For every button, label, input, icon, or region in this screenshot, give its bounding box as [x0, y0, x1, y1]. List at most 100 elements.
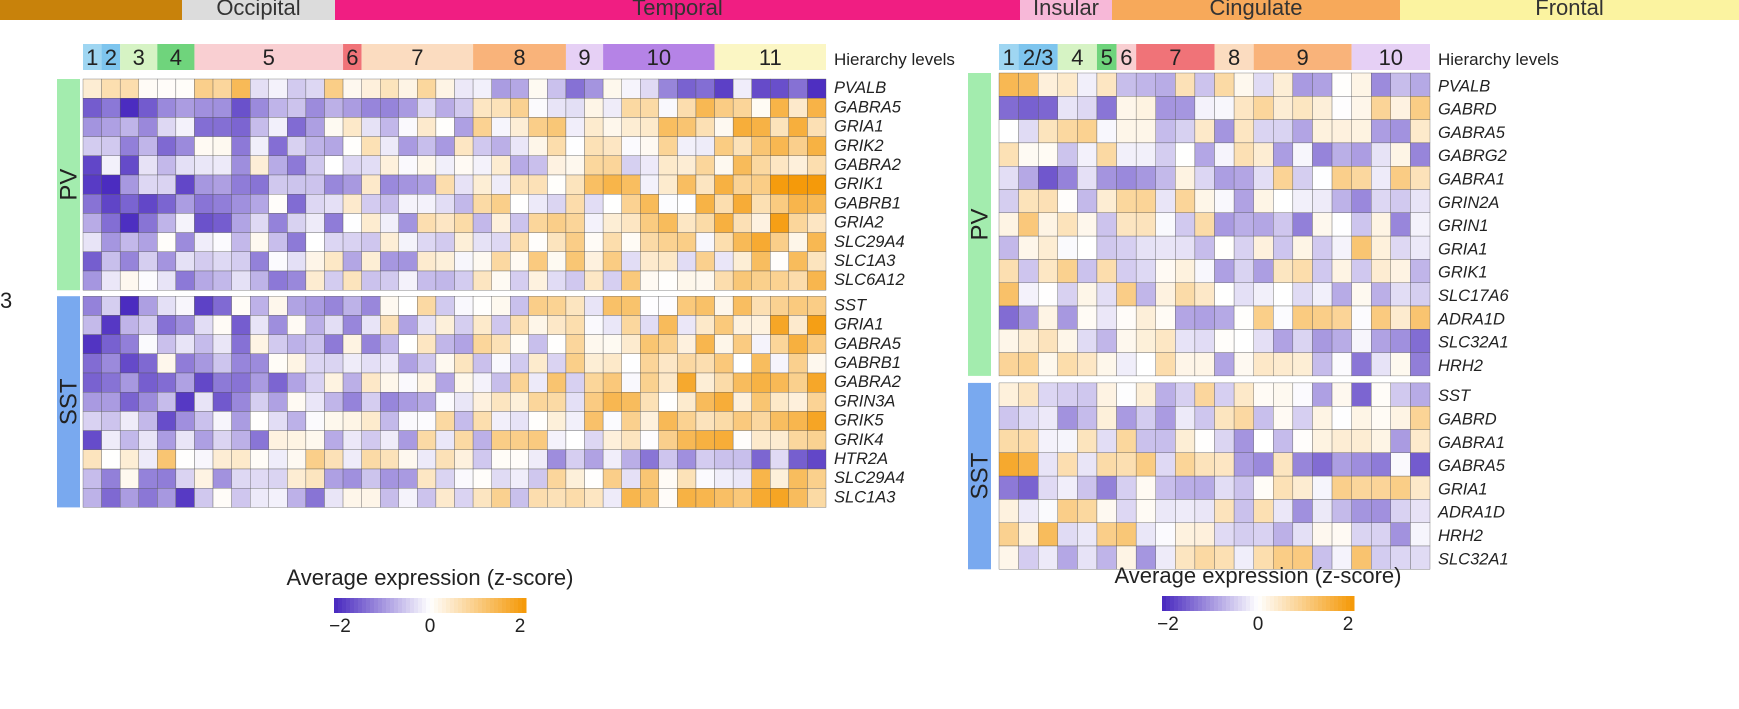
- heatmap-cell: [732, 334, 752, 354]
- heatmap-cell: [1292, 72, 1313, 97]
- gene-label: GRIK5: [834, 412, 884, 430]
- heatmap-cell: [1175, 429, 1196, 453]
- heatmap-cell: [1214, 522, 1235, 547]
- heatmap-cell: [194, 232, 214, 252]
- heatmap-cell: [714, 296, 734, 316]
- hierarchy-level-label: 9: [578, 45, 590, 70]
- heatmap-cell: [472, 98, 492, 118]
- group-bar-pv: [968, 73, 991, 376]
- heatmap-cell: [1292, 406, 1313, 430]
- hierarchy-level-label: 8: [513, 45, 525, 70]
- heatmap-cell: [510, 411, 529, 431]
- heatmap-cell: [621, 213, 641, 233]
- heatmap-cell: [584, 430, 604, 450]
- heatmap-cell: [1116, 189, 1137, 213]
- heatmap-cell: [1116, 499, 1137, 523]
- heatmap-cell: [250, 430, 269, 450]
- heatmap-cell: [547, 315, 567, 335]
- heatmap-cell: [732, 270, 752, 291]
- heatmap-cell: [361, 251, 381, 272]
- hierarchy-level-label: 2: [105, 45, 117, 70]
- heatmap-cell: [1038, 429, 1058, 453]
- hierarchy-level-7: [361, 44, 474, 70]
- heatmap-cell: [1253, 499, 1274, 523]
- heatmap-cell: [547, 296, 567, 316]
- heatmap-cell: [658, 174, 678, 195]
- heatmap-cell: [584, 488, 604, 508]
- heatmap-cell: [82, 155, 102, 176]
- heatmap-cell: [998, 235, 1019, 260]
- heatmap-cell: [1038, 142, 1058, 167]
- heatmap-cell: [695, 411, 715, 431]
- heatmap-cell: [1253, 406, 1274, 430]
- hierarchy-level-label: 6: [1120, 45, 1132, 70]
- heatmap-cell: [1312, 452, 1333, 477]
- heatmap-cell: [380, 468, 399, 489]
- heatmap-cell: [640, 251, 660, 272]
- heatmap-cell: [268, 334, 288, 354]
- heatmap-cell: [417, 468, 437, 489]
- heatmap-cell: [1371, 235, 1391, 260]
- heatmap-cell: [231, 251, 251, 272]
- heatmap-cell: [658, 449, 678, 470]
- heatmap-cell: [417, 232, 437, 252]
- heatmap-cell: [807, 270, 827, 291]
- heatmap-cell: [770, 155, 790, 176]
- legend-swatch: [1254, 596, 1259, 611]
- heatmap-cell: [621, 334, 641, 354]
- heatmap-cell: [1038, 72, 1058, 97]
- heatmap-cell: [1135, 282, 1156, 307]
- heatmap-cell: [1233, 452, 1254, 477]
- heatmap-cell: [1312, 96, 1333, 120]
- heatmap-cell: [472, 411, 492, 431]
- gene-label: SLC1A3: [834, 252, 896, 270]
- heatmap-cell: [695, 174, 715, 195]
- heatmap-cell: [380, 296, 399, 316]
- heatmap-cell: [1312, 305, 1333, 330]
- heatmap-cell: [287, 270, 307, 291]
- heatmap-cell: [658, 232, 678, 252]
- heatmap-cell: [807, 392, 827, 412]
- heatmap-cell: [287, 411, 307, 431]
- legend-swatch: [1342, 596, 1347, 611]
- heatmap-cell: [1371, 72, 1391, 97]
- heatmap-cell: [1096, 329, 1117, 353]
- heatmap-cell: [1253, 119, 1274, 144]
- heatmap-cell: [1077, 522, 1098, 547]
- heatmap-cell: [1135, 475, 1156, 500]
- heatmap-cell: [640, 430, 660, 450]
- heatmap-cell: [658, 353, 678, 374]
- heatmap-cell: [1155, 382, 1176, 407]
- heatmap-cell: [1214, 142, 1235, 167]
- heatmap-cell: [1312, 142, 1333, 167]
- gene-label: GRIA1: [1438, 240, 1488, 258]
- heatmap-cell: [1155, 142, 1176, 167]
- heatmap-cell: [250, 78, 269, 99]
- hierarchy-level-5: [1096, 44, 1117, 70]
- heatmap-cell: [1194, 406, 1215, 430]
- heatmap-cell: [714, 449, 734, 470]
- heatmap-cell: [435, 270, 455, 291]
- heatmap-cell: [621, 315, 641, 335]
- heatmap-cell: [1057, 166, 1078, 190]
- heatmap-cell: [250, 213, 269, 233]
- heatmap-cell: [528, 155, 548, 176]
- heatmap-cell: [677, 232, 697, 252]
- heatmap-cell: [398, 155, 418, 176]
- heatmap-cell: [1038, 382, 1058, 407]
- heatmap-cell: [1371, 142, 1391, 167]
- heatmap-cell: [584, 117, 604, 137]
- heatmap-cell: [491, 392, 511, 412]
- left-heatmap-panel: 1 2 3 4 5 6 7 8 9 10 11 Hierarchy levelsPVPVALBGABR…: [56, 44, 955, 637]
- heatmap-cell: [1096, 142, 1117, 167]
- heatmap-cell: [1410, 189, 1431, 213]
- heatmap-cell: [101, 430, 121, 450]
- heatmap-cell: [1390, 475, 1411, 500]
- heatmap-cell: [751, 411, 771, 431]
- heatmap-cell: [695, 270, 715, 291]
- heatmap-cell: [1038, 499, 1058, 523]
- heatmap-cell: [1390, 212, 1411, 237]
- gene-label: SLC29A4: [834, 469, 905, 487]
- heatmap-cell: [528, 372, 548, 393]
- legend-swatch: [1322, 596, 1327, 611]
